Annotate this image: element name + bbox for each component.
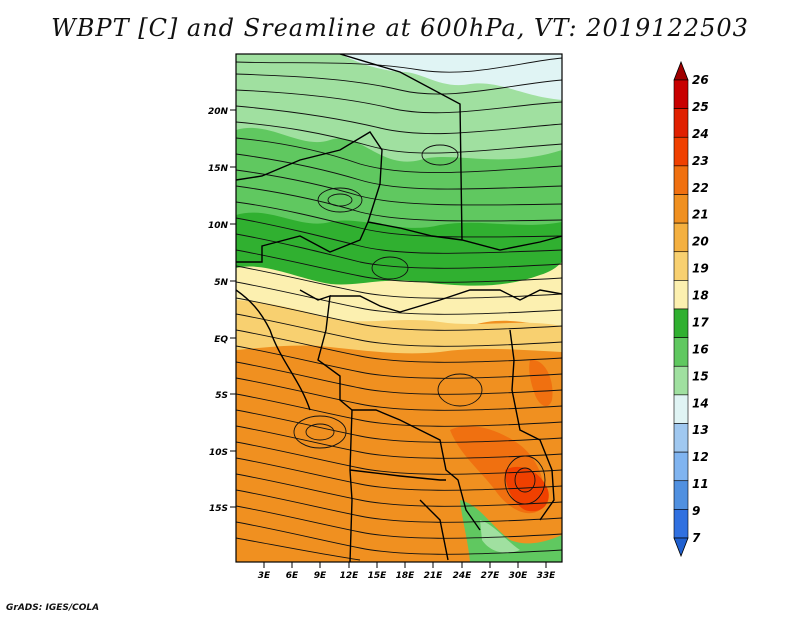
lat-label: 5N xyxy=(214,278,228,288)
lon-label: 33E xyxy=(537,571,557,581)
colorbar-top-arrow xyxy=(673,60,689,81)
colorbar-swatch xyxy=(673,165,689,195)
country-borders xyxy=(236,54,562,562)
lon-label: 27E xyxy=(481,571,501,581)
plot-frame xyxy=(235,53,563,563)
colorbar-swatch xyxy=(673,451,689,482)
colorbar-label: 22 xyxy=(692,181,709,195)
colorbar-label: 14 xyxy=(692,396,709,410)
colorbar-swatch xyxy=(673,394,689,424)
lat-label: 20N xyxy=(208,107,229,117)
footer-credit: GrADS: IGES/COLA xyxy=(6,603,100,613)
longitude-axis: 3E 6E 9E 12E 15E 18E 21E 24E 27E 30E 33E xyxy=(258,562,556,581)
lon-label: 18E xyxy=(396,571,416,581)
colorbar-swatch xyxy=(673,509,689,539)
colorbar-label: 25 xyxy=(692,100,709,114)
colorbar-label: 12 xyxy=(692,450,709,464)
colorbar-label: 18 xyxy=(692,289,709,303)
colorbar-label: 23 xyxy=(692,154,709,168)
colorbar-swatch xyxy=(673,280,689,310)
colorbar-label: 21 xyxy=(692,208,709,222)
colorbar-label: 20 xyxy=(692,235,709,249)
colorbar-swatch xyxy=(673,136,689,167)
lat-label: 15N xyxy=(208,164,229,174)
lon-label: 30E xyxy=(509,571,529,581)
colorbar-swatch xyxy=(673,194,689,224)
map-title: WBPT [C] and Sreamline at 600hPa, VT: 20… xyxy=(51,14,749,42)
colorbar-label: 26 xyxy=(692,73,709,87)
colorbar-swatch xyxy=(673,365,689,396)
colorbar-label: 17 xyxy=(692,315,709,329)
lon-label: 12E xyxy=(340,571,360,581)
colorbar-label: 13 xyxy=(692,423,709,437)
lon-label: 9E xyxy=(314,571,327,581)
lon-label: 3E xyxy=(258,571,271,581)
colorbar-swatch xyxy=(673,423,689,453)
colorbar-label: 16 xyxy=(692,342,709,356)
lat-label: 10N xyxy=(208,221,229,231)
lon-label: 21E xyxy=(424,571,444,581)
colorbar-label: 11 xyxy=(692,477,709,491)
colorbar: 26 25 24 23 22 21 20 19 18 17 16 15 14 13 12 11 9 7 xyxy=(673,60,709,558)
lon-label: 15E xyxy=(368,571,388,581)
colorbar-swatch xyxy=(673,79,689,109)
wbpt-shading xyxy=(236,54,562,562)
colorbar-label: 15 xyxy=(692,369,709,383)
lon-label: 24E xyxy=(453,571,473,581)
colorbar-swatch xyxy=(673,222,689,253)
colorbar-swatch xyxy=(673,251,689,281)
colorbar-label: 24 xyxy=(692,127,709,141)
latitude-axis: 20N 15N 10N 5N EQ 5S 10S 15S xyxy=(208,107,236,514)
colorbar-swatch xyxy=(673,337,689,367)
colorbar-swatch xyxy=(673,308,689,338)
colorbar-label: 9 xyxy=(692,504,700,518)
streamlines xyxy=(236,57,562,561)
colorbar-label: 7 xyxy=(692,531,701,545)
lon-label: 6E xyxy=(286,571,299,581)
colorbar-label: 19 xyxy=(692,262,709,276)
lat-label: 10S xyxy=(209,448,228,458)
lat-label: EQ xyxy=(214,335,228,345)
colorbar-swatch xyxy=(673,108,689,138)
lat-label: 15S xyxy=(209,504,228,514)
colorbar-swatch xyxy=(673,480,689,510)
lat-label: 5S xyxy=(215,391,228,401)
colorbar-bottom-arrow xyxy=(673,537,689,558)
